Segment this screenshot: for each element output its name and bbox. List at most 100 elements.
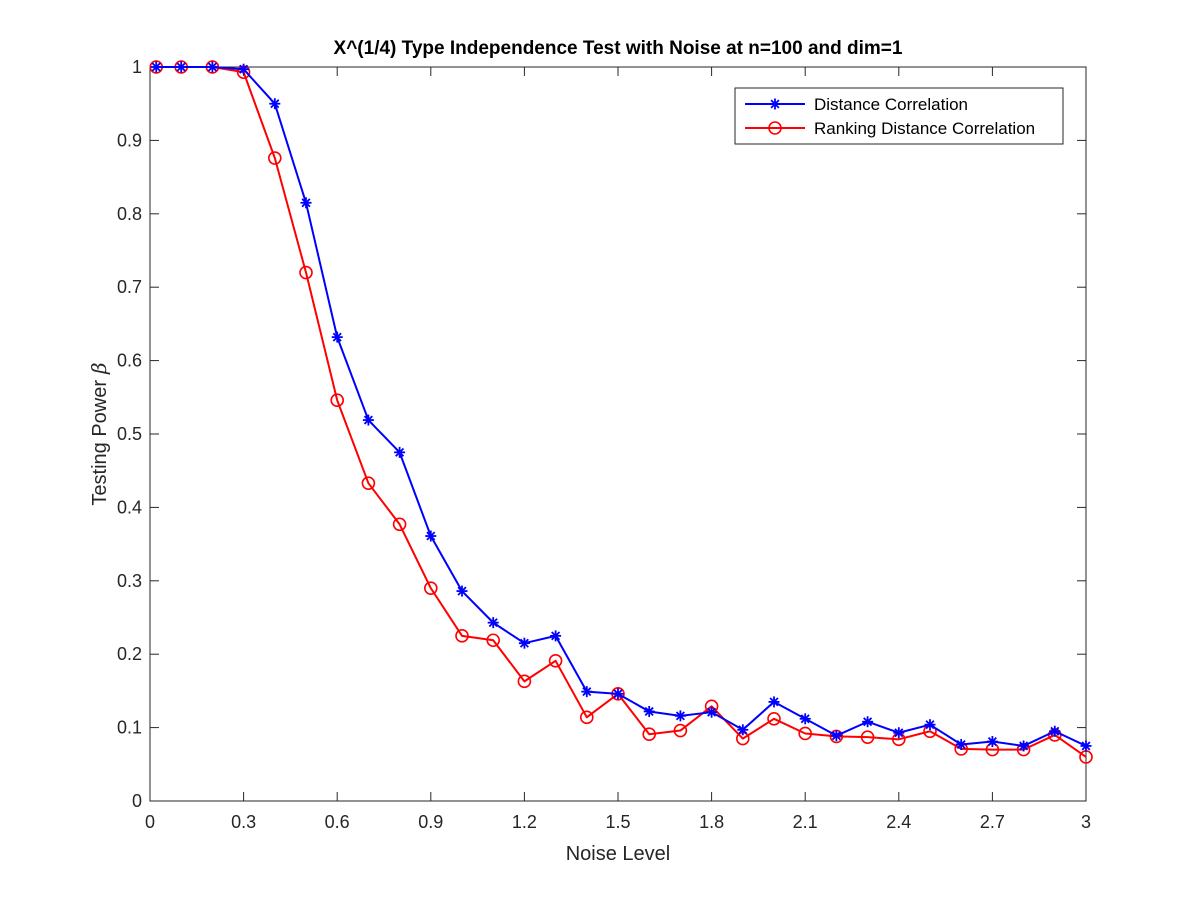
data-point-ranking-distance-correlation xyxy=(860,730,875,744)
y-tick-label: 0.5 xyxy=(117,424,142,444)
asterisk-stroke xyxy=(301,198,311,208)
asterisk-stroke xyxy=(956,739,966,750)
x-tick-label: 0 xyxy=(145,812,155,832)
series-layer xyxy=(149,60,1093,764)
data-point-ranking-distance-correlation xyxy=(361,476,376,490)
data-point-ranking-distance-correlation xyxy=(423,581,438,595)
asterisk-stroke xyxy=(551,631,561,641)
y-tick-label: 0.6 xyxy=(117,351,142,371)
x-tick-label: 2.1 xyxy=(793,812,818,832)
asterisk-stroke xyxy=(925,720,935,730)
x-tick-label: 1.8 xyxy=(699,812,724,832)
data-point-distance-correlation xyxy=(331,331,343,343)
x-tick-label: 2.7 xyxy=(980,812,1005,832)
data-point-ranking-distance-correlation xyxy=(517,674,532,689)
data-point-ranking-distance-correlation xyxy=(486,633,501,648)
data-point-ranking-distance-correlation xyxy=(642,727,657,742)
legend-label-ranking-distance-correlation: Ranking Distance Correlation xyxy=(814,119,1035,138)
data-point-distance-correlation xyxy=(206,61,218,73)
asterisk-stroke xyxy=(363,415,373,425)
y-tick-label: 0.9 xyxy=(117,130,142,150)
data-point-ranking-distance-correlation xyxy=(455,629,469,643)
legend-box xyxy=(734,87,1064,145)
data-point-distance-correlation xyxy=(799,713,811,725)
x-axis-title: Noise Level xyxy=(566,843,671,865)
x-tick-label: 0.6 xyxy=(325,812,350,832)
asterisk-stroke xyxy=(582,687,592,697)
asterisk-stroke xyxy=(863,717,873,727)
y-axis-title: Testing Power β xyxy=(87,362,111,505)
data-point-distance-correlation xyxy=(238,63,250,75)
x-tick-label: 0.3 xyxy=(231,812,256,832)
data-point-distance-correlation xyxy=(581,686,593,698)
y-tick-label: 0.8 xyxy=(117,204,142,224)
data-point-distance-correlation xyxy=(643,705,655,717)
data-point-ranking-distance-correlation xyxy=(392,517,407,532)
legend-marker-symbol xyxy=(769,98,781,110)
x-tick-label: 1.2 xyxy=(512,812,537,832)
data-point-ranking-distance-correlation xyxy=(267,151,282,165)
data-point-ranking-distance-correlation xyxy=(330,393,345,408)
x-tick-label: 1.5 xyxy=(605,812,630,832)
chart-title: X^(1/4) Type Independence Test with Nois… xyxy=(334,38,903,59)
y-tick-label: 0.1 xyxy=(117,718,142,738)
legend-label-distance-correlation: Distance Correlation xyxy=(814,95,968,114)
data-point-distance-correlation xyxy=(425,530,437,542)
plot-area xyxy=(149,66,1087,802)
data-point-distance-correlation xyxy=(362,414,374,426)
data-point-distance-correlation xyxy=(1018,740,1030,752)
asterisk-stroke xyxy=(644,706,654,716)
asterisk-stroke xyxy=(395,447,405,457)
x-tick-label: 2.4 xyxy=(886,812,911,832)
data-point-distance-correlation xyxy=(830,730,842,742)
legend: Distance Correlation Ranking Distance Co… xyxy=(734,87,1064,145)
data-point-distance-correlation xyxy=(1080,740,1092,752)
asterisk-stroke xyxy=(987,737,997,747)
y-tick-label: 0.7 xyxy=(117,277,142,297)
data-point-distance-correlation xyxy=(893,727,905,739)
data-point-distance-correlation xyxy=(394,446,406,458)
data-point-distance-correlation xyxy=(487,617,499,629)
data-point-distance-correlation xyxy=(456,585,468,597)
y-axis-title-symbol: β xyxy=(87,362,111,375)
asterisk-stroke xyxy=(207,62,217,72)
asterisk-stroke xyxy=(151,62,161,72)
asterisk-stroke xyxy=(457,586,467,596)
asterisk-stroke xyxy=(519,638,529,648)
asterisk-stroke xyxy=(769,697,779,707)
y-axis-title-text: Testing Power xyxy=(89,380,111,506)
data-point-ranking-distance-correlation xyxy=(767,711,781,726)
data-point-distance-correlation xyxy=(955,738,967,750)
asterisk-stroke xyxy=(270,99,280,109)
data-point-ranking-distance-correlation xyxy=(673,723,688,738)
data-point-distance-correlation xyxy=(518,637,530,649)
data-point-distance-correlation xyxy=(269,98,281,110)
data-point-distance-correlation xyxy=(862,716,874,728)
y-tick-label: 0.4 xyxy=(117,497,142,517)
data-point-distance-correlation xyxy=(300,197,312,209)
asterisk-stroke xyxy=(1050,726,1060,736)
asterisk-stroke xyxy=(488,618,498,628)
legend-marker-symbol xyxy=(768,121,782,135)
asterisk-stroke xyxy=(176,62,186,72)
data-point-distance-correlation xyxy=(706,706,718,718)
axis-tick-labels: 0 0.3 0.6 0.9 1.2 1.5 1.8 2.1 2.4 2.7 3 0 0.1 0.2 0.3 0… xyxy=(117,57,1091,832)
legend-marker-ranking-distance-correlation xyxy=(768,121,782,135)
data-point-distance-correlation xyxy=(175,61,187,73)
asterisk-stroke xyxy=(1081,741,1091,751)
asterisk-stroke xyxy=(831,731,841,741)
asterisk-stroke xyxy=(239,64,249,74)
asterisk-stroke xyxy=(613,689,623,699)
data-point-distance-correlation xyxy=(737,724,749,736)
series-distance-correlation xyxy=(150,61,1092,752)
data-point-ranking-distance-correlation xyxy=(299,265,313,280)
data-point-ranking-distance-correlation xyxy=(798,726,813,741)
asterisk-stroke xyxy=(894,728,904,738)
y-tick-label: 1 xyxy=(132,57,142,77)
data-point-distance-correlation xyxy=(674,710,686,722)
asterisk-stroke xyxy=(332,332,342,342)
asterisk-stroke xyxy=(770,99,780,109)
y-tick-label: 0 xyxy=(132,791,142,811)
data-point-distance-correlation xyxy=(550,630,562,642)
